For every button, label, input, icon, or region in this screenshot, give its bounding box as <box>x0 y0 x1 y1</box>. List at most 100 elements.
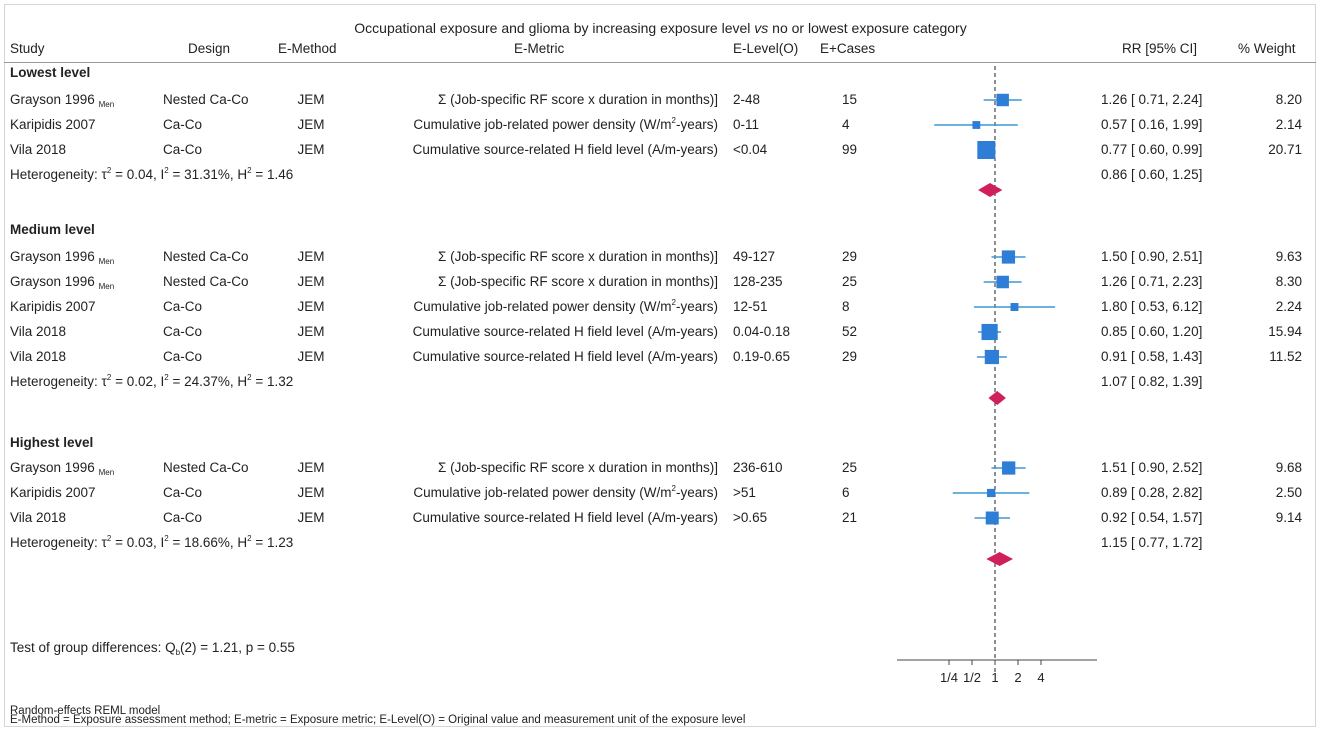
het-sup: 2 <box>164 534 169 543</box>
section-label: Highest level <box>10 435 94 450</box>
het-tau: Heterogeneity: τ <box>10 167 107 182</box>
study-name: Karipidis 2007 <box>10 117 96 133</box>
study-weight: 9.68 <box>1275 460 1302 475</box>
study-elevel: 0-11 <box>733 117 760 132</box>
study-design: Ca-Co <box>163 485 203 500</box>
study-cases: 21 <box>842 510 858 525</box>
study-emetric: Cumulative source-related H field level … <box>360 142 718 158</box>
study-cases: 29 <box>842 249 858 264</box>
study-label: Vila 2018 <box>10 510 67 525</box>
study-weight: 2.24 <box>1275 299 1302 314</box>
study-emetric: Σ (Job-specific RF score x duration in m… <box>360 460 718 476</box>
study-emethod: JEM <box>297 142 325 157</box>
study-emethod: JEM <box>297 274 325 289</box>
heterogeneity-stats: Heterogeneity: τ2 = 0.04, I2 = 31.31%, H… <box>10 166 294 185</box>
study-elevel: 2-48 <box>733 92 761 107</box>
emetric-sup: 2 <box>671 298 676 307</box>
pooled-diamond <box>988 391 1006 405</box>
study-subgroup: Men <box>98 468 115 477</box>
study-design: Ca-Co <box>163 299 203 314</box>
study-label: Vila 2018 <box>10 349 67 364</box>
study-elevel: 128-235 <box>733 274 783 289</box>
study-cases: 29 <box>842 349 858 364</box>
study-label: Karipidis 2007 <box>10 485 96 500</box>
study-emetric: Σ (Job-specific RF score x duration in m… <box>360 249 718 265</box>
study-name: Grayson 1996 Men <box>10 92 114 110</box>
header-rr: RR [95% CI] <box>1122 41 1198 56</box>
study-elevel: 12-51 <box>733 299 768 314</box>
study-weight: 8.30 <box>1275 274 1302 289</box>
emetric-text: Cumulative source-related H field level … <box>412 142 718 157</box>
section-label: Lowest level <box>10 65 91 80</box>
emetric-text: Σ (Job-specific RF score x duration in m… <box>438 274 718 289</box>
study-rr-ci: 0.92 [ 0.54, 1.57] <box>1101 510 1203 525</box>
study-emetric: Σ (Job-specific RF score x duration in m… <box>360 274 718 290</box>
pooled-diamond <box>986 552 1013 566</box>
study-rr-ci: 1.80 [ 0.53, 6.12] <box>1101 299 1203 314</box>
emetric-text: Cumulative job-related power density (W/… <box>413 117 672 132</box>
x-tick-label: 4 <box>1037 670 1044 685</box>
het-tau: Heterogeneity: τ <box>10 535 107 550</box>
heterogeneity-stats: Heterogeneity: τ2 = 0.03, I2 = 18.66%, H… <box>10 534 293 553</box>
x-tick-label: 1 <box>991 670 998 685</box>
study-cases: 25 <box>842 460 858 475</box>
section-label: Medium level <box>10 222 95 237</box>
header-design: Design <box>188 41 231 56</box>
study-rr-ci: 0.77 [ 0.60, 0.99] <box>1101 142 1203 157</box>
header-rule <box>4 62 1316 63</box>
study-label: Grayson 1996 <box>10 460 95 475</box>
pooled-rr-ci: 0.86 [ 0.60, 1.25] <box>1101 167 1203 182</box>
study-marker <box>984 349 999 365</box>
study-name: Vila 2018 <box>10 142 66 158</box>
study-name: Vila 2018 <box>10 324 66 340</box>
study-emetric: Cumulative job-related power density (W/… <box>360 298 718 317</box>
study-design: Ca-Co <box>163 117 203 132</box>
study-cases: 25 <box>842 274 858 289</box>
chart-title: Occupational exposure and glioma by incr… <box>354 20 967 36</box>
het-sup: 2 <box>106 534 112 543</box>
study-design: Nested Ca-Co <box>163 249 249 264</box>
study-label: Karipidis 2007 <box>10 117 96 132</box>
het-tau-value: = 0.04, I <box>111 167 165 182</box>
study-label: Karipidis 2007 <box>10 299 96 314</box>
study-design: Nested Ca-Co <box>163 460 249 475</box>
study-emethod: JEM <box>297 117 325 132</box>
study-weight: 8.20 <box>1275 92 1302 107</box>
figure-frame <box>4 4 1316 727</box>
study-label: Grayson 1996 <box>10 249 95 264</box>
emetric-text: Cumulative source-related H field level … <box>412 510 718 525</box>
study-marker <box>1010 303 1019 311</box>
x-tick-label: 1/2 <box>963 670 981 685</box>
het-sup: 2 <box>247 373 252 382</box>
study-subgroup: Men <box>98 257 115 266</box>
het-sup: 2 <box>106 166 112 175</box>
het-h2-value: = 1.46 <box>251 167 294 182</box>
het-i2-value: = 24.37%, H <box>168 374 248 389</box>
emetric-sup: 2 <box>671 484 676 493</box>
footnote-model: Random-effects REML model <box>10 705 161 717</box>
study-design: Ca-Co <box>163 349 203 364</box>
emetric-text: Σ (Job-specific RF score x duration in m… <box>438 92 718 107</box>
study-label: Vila 2018 <box>10 324 67 339</box>
pooled-rr-ci: 1.07 [ 0.82, 1.39] <box>1101 374 1203 389</box>
study-emetric: Cumulative source-related H field level … <box>360 324 718 340</box>
study-cases: 6 <box>842 485 850 500</box>
study-subgroup: Men <box>98 100 115 109</box>
study-marker <box>996 275 1009 289</box>
study-emethod: JEM <box>297 324 325 339</box>
study-weight: 20.71 <box>1268 142 1302 157</box>
study-cases: 4 <box>842 117 850 132</box>
study-weight: 9.14 <box>1275 510 1302 525</box>
emetric-text: Σ (Job-specific RF score x duration in m… <box>438 249 718 264</box>
footnote-definitions: E-Method = Exposure assessment method; E… <box>10 714 746 726</box>
study-name: Grayson 1996 Men <box>10 460 114 478</box>
study-design: Nested Ca-Co <box>163 92 249 107</box>
x-tick-label: 1/4 <box>940 670 958 685</box>
heterogeneity-stats: Heterogeneity: τ2 = 0.02, I2 = 24.37%, H… <box>10 373 293 392</box>
study-emethod: JEM <box>297 349 325 364</box>
study-weight: 15.94 <box>1268 324 1302 339</box>
study-emetric: Cumulative source-related H field level … <box>360 510 718 526</box>
emetric-tail: -years) <box>675 117 718 132</box>
pooled-rr-ci: 1.15 [ 0.77, 1.72] <box>1101 535 1203 550</box>
study-marker <box>985 511 999 525</box>
